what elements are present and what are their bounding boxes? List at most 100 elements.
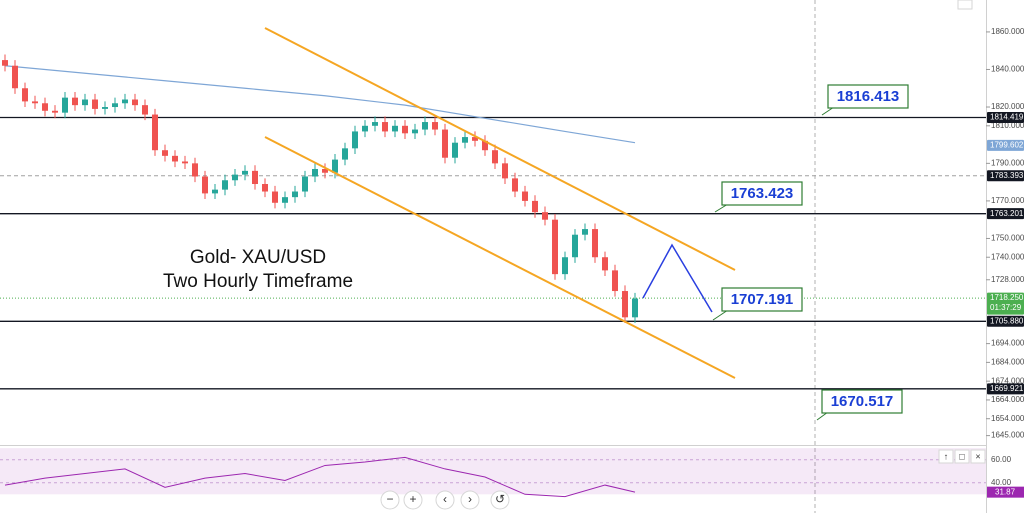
rsi-tick-label: 60.00 <box>991 455 1012 464</box>
price-tag-label: 1718.250 <box>990 293 1024 302</box>
move-up-button[interactable] <box>938 449 954 464</box>
candle-body <box>592 229 598 258</box>
price-tag <box>987 292 1024 315</box>
y-tick-label: 1790.000 <box>991 158 1024 167</box>
candle-body <box>62 97 68 113</box>
icon: − <box>386 492 393 506</box>
candle-body <box>472 137 478 141</box>
candle-body <box>392 125 398 132</box>
candle-body <box>72 97 78 106</box>
candle-body <box>532 200 538 213</box>
channel-upper <box>264 27 736 271</box>
candle-body <box>332 159 338 173</box>
y-tick-label: 1810.000 <box>991 121 1024 130</box>
price-tag-label: 1763.201 <box>990 209 1024 218</box>
settings-button[interactable] <box>957 0 973 10</box>
candle-body <box>2 60 8 66</box>
zoom-out-button[interactable] <box>380 490 400 510</box>
candle-body <box>142 105 148 115</box>
candle-body <box>572 234 578 258</box>
candle-body <box>422 122 428 130</box>
annotation-pointer <box>712 309 729 321</box>
candle-body <box>362 125 368 132</box>
candle-body <box>372 122 378 126</box>
price-tag <box>987 139 1024 151</box>
price-tag-label: 1799.602 <box>990 140 1024 149</box>
annotation-label: 1670.517 <box>831 393 894 410</box>
candle-body <box>82 99 88 106</box>
y-tick-label: 1820.000 <box>991 102 1024 111</box>
candle-body <box>102 107 108 109</box>
candle-body <box>242 170 248 175</box>
icon: + <box>409 492 416 506</box>
rsi-tick-label: 40.00 <box>991 478 1012 487</box>
annotation-box <box>821 389 903 414</box>
price-tag <box>987 315 1024 327</box>
y-tick-label: 1740.000 <box>991 252 1024 261</box>
chart-title: Gold- XAU/USD <box>190 247 326 268</box>
candle-body <box>212 189 218 194</box>
candle-body <box>622 291 628 318</box>
zoom-toolbar: − + ‹ › ↺ <box>380 490 510 510</box>
candle-body <box>512 178 518 192</box>
candle-body <box>32 101 38 104</box>
candle-body <box>172 155 178 162</box>
reset-button[interactable] <box>490 490 510 510</box>
rsi-value-tag <box>987 486 1024 498</box>
candle-body <box>292 191 298 198</box>
y-tick-label: 1664.000 <box>991 395 1024 404</box>
candle-body <box>22 88 28 102</box>
candle-body <box>122 99 128 104</box>
candle-body <box>252 170 258 185</box>
candle-body <box>272 191 278 203</box>
countdown: 01:37:29 <box>990 303 1022 312</box>
price-axis-labels: 1860.000 1840.000 1820.000 1810.000 1790.000… <box>986 27 1024 498</box>
price-tag <box>987 170 1024 182</box>
candle-body <box>442 129 448 158</box>
candle-body <box>582 229 588 235</box>
candle-body <box>482 140 488 151</box>
price-axis <box>986 0 1024 513</box>
icon: › <box>468 492 472 506</box>
chart-subtitle: Two Hourly Timeframe <box>163 271 353 292</box>
annotation-box <box>721 181 803 206</box>
candle-body <box>202 176 208 194</box>
projection-path <box>642 243 713 313</box>
y-tick-label: 1654.000 <box>991 414 1024 423</box>
candle-body <box>412 129 418 134</box>
price-tag-label: 1814.419 <box>990 113 1024 122</box>
price-tag-label: 1705.880 <box>990 316 1024 325</box>
candle-body <box>302 176 308 192</box>
channel-lower <box>264 136 736 379</box>
zoom-in-button[interactable] <box>403 490 423 510</box>
scroll-right-button[interactable] <box>460 490 480 510</box>
annotation-label: 1707.191 <box>731 291 794 308</box>
candle-body <box>502 163 508 179</box>
close-button[interactable] <box>970 449 986 464</box>
maximize-button[interactable] <box>954 449 970 464</box>
annotation-box <box>721 287 803 312</box>
y-tick-label: 1728.000 <box>991 275 1024 284</box>
candle-body <box>522 191 528 201</box>
moving-average-line <box>4 65 636 144</box>
candle-body <box>402 125 408 134</box>
annotations: 1816.413 1763.423 1707.191 1670.517 <box>712 84 909 421</box>
candle-body <box>452 142 458 158</box>
candle-body <box>632 298 638 318</box>
candle-body <box>192 163 198 177</box>
price-tag <box>987 112 1024 124</box>
candle-body <box>282 197 288 203</box>
candle-body <box>602 257 608 271</box>
annotation-box <box>827 84 909 109</box>
candle-body <box>182 161 188 164</box>
rsi-band <box>0 448 986 495</box>
candle-body <box>162 150 168 156</box>
annotation-label: 1763.423 <box>731 185 794 202</box>
candle-body <box>152 114 158 151</box>
scroll-left-button[interactable] <box>435 490 455 510</box>
candle-body <box>562 257 568 275</box>
icon: □ <box>959 451 965 461</box>
y-tick-label: 1684.000 <box>991 357 1024 366</box>
